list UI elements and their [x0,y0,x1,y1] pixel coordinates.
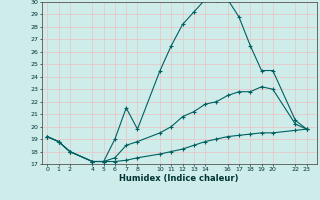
X-axis label: Humidex (Indice chaleur): Humidex (Indice chaleur) [119,174,239,183]
